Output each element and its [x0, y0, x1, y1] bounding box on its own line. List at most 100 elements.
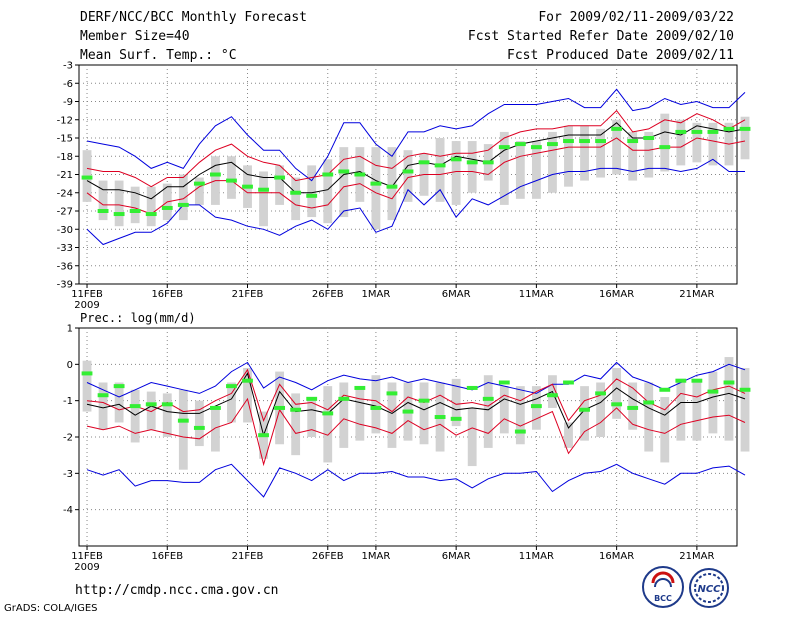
temperature-median-mark	[691, 129, 703, 134]
precipitation-box	[307, 397, 317, 437]
temperature-box	[307, 165, 317, 218]
temperature-xtick-label: 11MAR	[519, 289, 554, 300]
precipitation-box	[660, 397, 670, 463]
temperature-box	[644, 131, 654, 178]
temperature-box	[194, 177, 204, 205]
temperature-median-mark	[145, 212, 157, 217]
temperature-box	[708, 122, 718, 166]
precipitation-median-mark	[514, 429, 526, 434]
chart-title: DERF/NCC/BCC Monthly Forecast	[80, 10, 307, 25]
temperature-ytick-label: -33	[57, 243, 73, 254]
temperature-lower-line	[86, 137, 746, 215]
precipitation-median-mark	[691, 378, 703, 383]
temperature-median-mark	[258, 187, 269, 192]
temperature-box	[323, 159, 333, 224]
precipitation-median-mark	[643, 400, 655, 405]
precipitation-median-mark	[129, 404, 141, 409]
footer-url[interactable]: http://cmdp.ncc.cma.gov.cn	[75, 583, 279, 598]
temperature-median-mark	[659, 145, 671, 150]
forecast-produced: Fcst Produced Date 2009/02/11	[507, 48, 734, 63]
temperature-box	[515, 141, 525, 199]
precipitation-median-mark	[739, 387, 751, 392]
precipitation-median-mark	[97, 393, 109, 398]
precipitation-median-mark	[338, 396, 350, 401]
precipitation-median-mark	[675, 378, 687, 383]
temperature-median-mark	[274, 175, 286, 180]
temperature-xtick-label: 6MAR	[442, 289, 471, 300]
temperature-box	[227, 156, 236, 199]
temperature-box	[403, 150, 413, 202]
temperature-ytick-label: -39	[57, 280, 73, 291]
temperature-box	[628, 131, 638, 181]
precipitation-median-mark	[466, 385, 478, 390]
temperature-median-mark	[290, 190, 302, 195]
precipitation-box	[564, 422, 573, 448]
temperature-xtick-label: 1MAR	[362, 289, 391, 300]
precipitation-box	[499, 386, 509, 434]
precipitation-box	[467, 407, 477, 467]
temperature-median-mark	[81, 175, 93, 180]
temperature-box	[499, 131, 509, 205]
precipitation-ytick-label: -3	[63, 469, 73, 480]
temperature-box	[564, 125, 573, 187]
grads-credit: GrADS: COLA/IGES	[4, 603, 98, 614]
precipitation-median-mark	[210, 405, 221, 410]
precipitation-median-mark	[659, 387, 671, 392]
bcc-logo: BCC	[642, 566, 684, 608]
temperature-ytick-label: -36	[57, 261, 73, 272]
temperature-box	[435, 138, 445, 202]
temperature-ytick-label: -12	[57, 115, 73, 126]
precipitation-median-mark	[595, 391, 606, 396]
precipitation-box	[82, 360, 92, 412]
precipitation-box	[243, 367, 252, 423]
temperature-box	[451, 141, 461, 205]
precipitation-box	[644, 382, 654, 452]
temperature-median-mark	[466, 160, 478, 165]
precipitation-box	[371, 375, 381, 434]
precipitation-median-mark	[161, 402, 173, 407]
temperature-max-line	[86, 88, 746, 182]
temperature-box	[740, 116, 750, 160]
precipitation-box	[596, 382, 605, 437]
temperature-upper-line	[86, 109, 746, 188]
precipitation-median-mark	[258, 433, 269, 438]
precipitation-box	[708, 371, 718, 434]
temperature-median-mark	[306, 193, 318, 198]
precipitation-median-mark	[563, 380, 574, 385]
precipitation-box	[387, 382, 397, 448]
precipitation-median-mark	[113, 384, 125, 389]
temperature-median-mark	[338, 169, 350, 174]
temperature-xtick-label: 26FEB	[312, 289, 344, 300]
precipitation-year-label: 2009	[74, 562, 99, 573]
precipitation-box	[339, 382, 349, 448]
temperature-xtick-label: 16MAR	[599, 289, 634, 300]
precipitation-median-mark	[322, 411, 334, 416]
precipitation-box	[515, 386, 525, 445]
temperature-median-mark	[530, 145, 542, 150]
bcc-logo-text: BCC	[654, 594, 672, 603]
temperature-ytick-label: -21	[57, 170, 73, 181]
precipitation-box	[130, 389, 140, 443]
temperature-median-mark	[547, 142, 558, 147]
precipitation-median-mark	[530, 404, 542, 409]
precipitation-median-mark	[81, 371, 93, 376]
temperature-median-mark	[161, 205, 173, 210]
temperature-median-mark	[482, 160, 494, 165]
temperature-box	[692, 122, 702, 163]
precipitation-box	[451, 378, 461, 427]
precipitation-xtick-label: 6MAR	[442, 551, 471, 562]
precipitation-min-line	[86, 463, 746, 498]
precipitation-box	[211, 407, 220, 452]
precipitation-xtick-label: 16FEB	[151, 551, 183, 562]
temperature-box	[114, 180, 124, 227]
temperature-median-mark	[242, 184, 253, 189]
precipitation-median-mark	[402, 409, 414, 414]
precipitation-ytick-label: 0	[67, 360, 73, 371]
temperature-year-label: 2009	[74, 300, 99, 311]
precipitation-box	[580, 386, 589, 441]
temperature-median-mark	[322, 172, 334, 177]
precipitation-median-mark	[723, 380, 735, 385]
temperature-median-mark	[226, 178, 237, 183]
temperature-ytick-label: -15	[57, 134, 73, 145]
variable-label: Mean Surf. Temp.: °C	[80, 48, 237, 63]
